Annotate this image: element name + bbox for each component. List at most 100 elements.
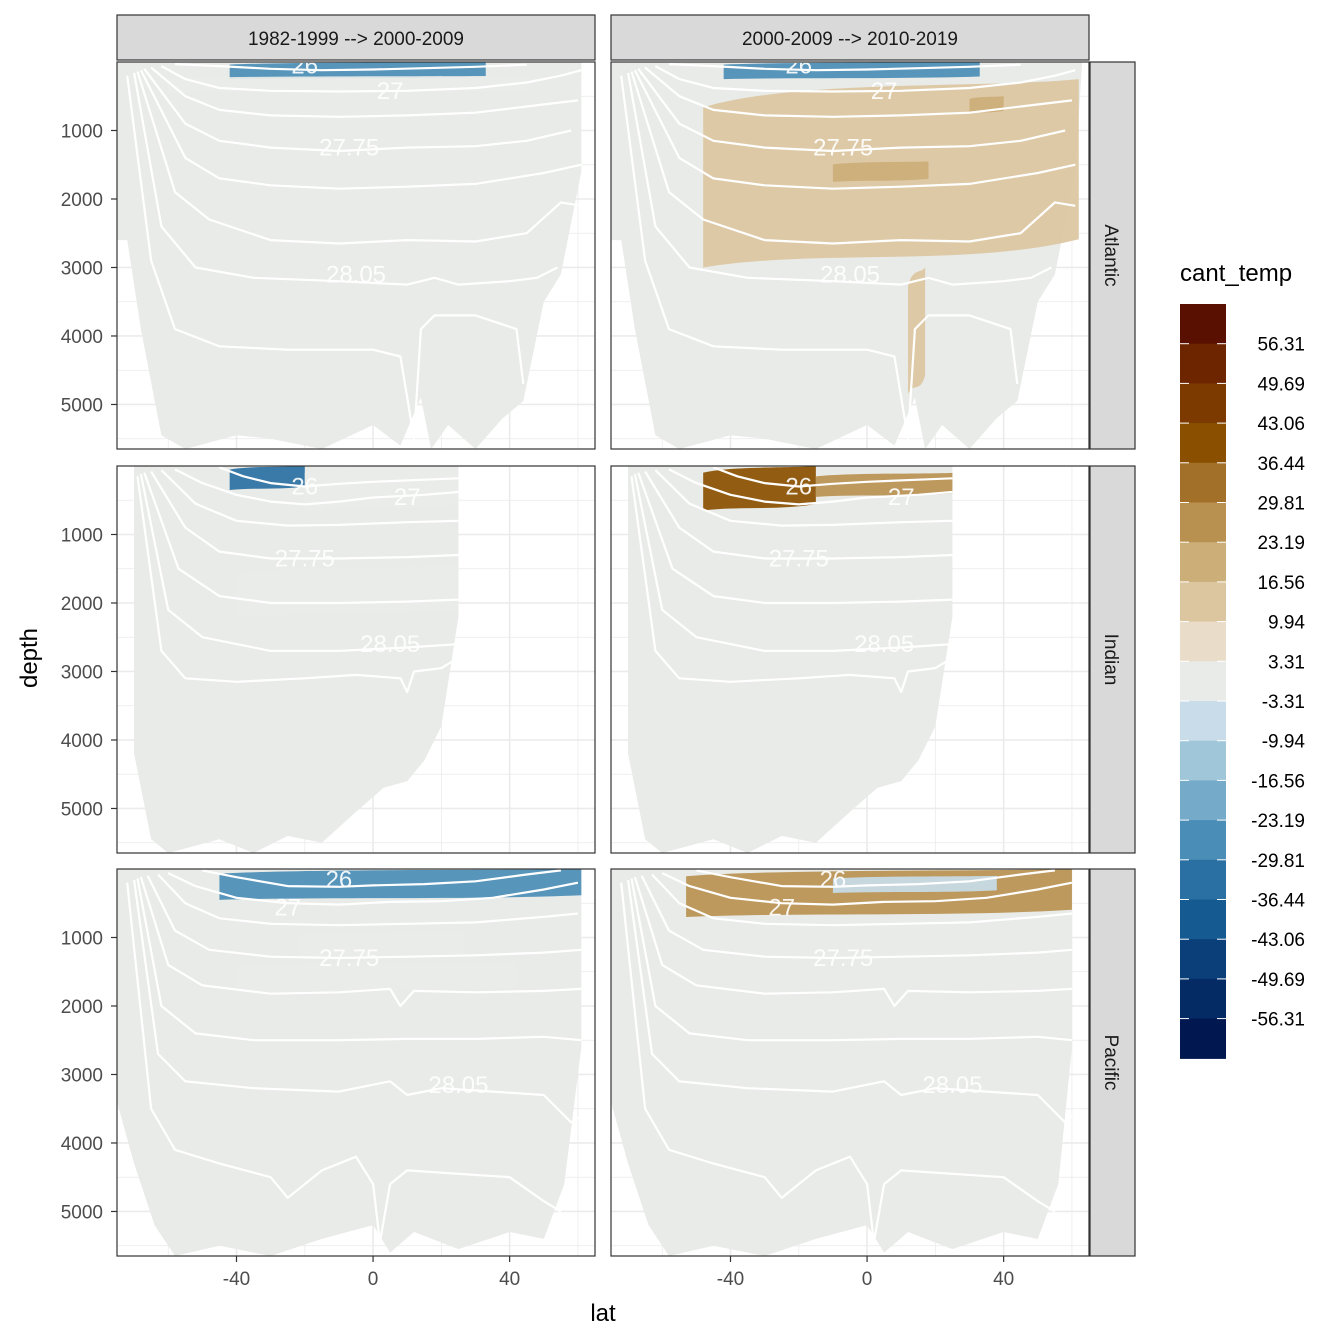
y-tick-label: 5000 <box>61 799 103 820</box>
panel-indian-1: 26 27 27.75 28.05 <box>116 465 596 854</box>
legend-break-label: -23.19 <box>1251 811 1305 832</box>
row-strip-label: Indian <box>1100 634 1121 686</box>
y-tick-label: 2000 <box>61 190 103 211</box>
column-strip-background <box>116 14 596 61</box>
row-strip-label: Pacific <box>1100 1035 1121 1091</box>
legend-break-label: -56.31 <box>1251 1010 1305 1031</box>
isopycnal-line <box>654 65 1076 93</box>
negative-anomaly-region <box>236 565 459 617</box>
row-strip: Indian <box>1089 465 1136 854</box>
isopycnal-line <box>713 466 953 488</box>
y-tick-label: 2000 <box>61 594 103 615</box>
legend-color-swatch <box>1180 780 1226 821</box>
panel-indian-2: 26 27 27.75 28.05 <box>610 465 1090 854</box>
row-strip-background <box>1089 868 1136 1257</box>
y-tick-label: 3000 <box>61 258 103 279</box>
isopycnal-label: 27.75 <box>275 545 335 572</box>
isopycnal-line <box>644 470 953 560</box>
panel-pacific-2: 26 27 27.75 28.05 <box>610 868 1090 1257</box>
column-strip: 2000-2009 --> 2010-2019 <box>610 14 1090 61</box>
legend-color-swatch <box>1180 978 1226 1020</box>
section-content: 26 27 27.75 28.05 <box>611 869 1073 1256</box>
legend-color-swatch <box>1180 423 1226 464</box>
isopycnal-label: 27 <box>888 484 915 511</box>
y-axis-title: depth <box>16 628 43 688</box>
legend-break-label: 3.31 <box>1268 652 1305 673</box>
row-strip-label: Atlantic <box>1100 224 1121 286</box>
axes-layer: 1000200030004000500010002000300040005000… <box>61 121 1014 1290</box>
y-tick-label: 4000 <box>61 731 103 752</box>
legend-break-label: -36.44 <box>1251 891 1305 912</box>
ocean-section-area <box>117 62 582 449</box>
legend-color-swatch <box>1180 939 1226 980</box>
y-tick-label: 2000 <box>61 997 103 1018</box>
y-tick-label: 4000 <box>61 1134 103 1155</box>
legend-color-swatch <box>1180 462 1226 504</box>
legend-color-swatch <box>1180 542 1226 583</box>
isopycnal-line <box>661 872 1073 906</box>
isopycnal-line <box>126 75 525 440</box>
negative-anomaly-region <box>297 930 466 959</box>
isopycnal-label: 26 <box>785 474 812 501</box>
isopycnal-label: 26 <box>291 474 318 501</box>
legend-title: cant_temp <box>1180 260 1292 287</box>
legend-color-swatch <box>1180 502 1226 543</box>
isopycnal-line <box>620 75 1019 440</box>
legend-break-label: 43.06 <box>1257 414 1305 435</box>
legend-color-swatch <box>1180 859 1226 901</box>
isopycnal-line <box>202 869 562 888</box>
legend-color-swatch <box>1180 621 1226 662</box>
panel-border <box>116 868 596 1257</box>
panel-border <box>610 61 1090 450</box>
positive-anomaly-region <box>908 267 926 395</box>
positive-anomaly-region <box>703 466 816 511</box>
y-tick-label: 3000 <box>61 662 103 683</box>
legend-break-label: -29.81 <box>1251 851 1305 872</box>
legend-break-label: 16.56 <box>1257 573 1305 594</box>
x-tick-label: 40 <box>993 1269 1014 1290</box>
legend-color-swatch <box>1180 661 1226 702</box>
section-content: 26 27 27.75 28.05 <box>628 466 953 853</box>
x-tick-label: 0 <box>368 1269 379 1290</box>
panel-border <box>116 465 596 854</box>
row-strip: Pacific <box>1089 868 1136 1257</box>
isopycnal-line <box>157 873 579 927</box>
isopycnal-line <box>139 876 582 1008</box>
legend-break-label: -9.94 <box>1262 732 1306 753</box>
ocean-section-area <box>134 466 459 853</box>
isopycnal-line <box>133 72 558 286</box>
legend-color-swatch <box>1180 740 1226 781</box>
isopycnal-line <box>627 72 1052 286</box>
isopycnal-line <box>627 879 1073 1124</box>
legend-break-label: 29.81 <box>1257 494 1305 515</box>
y-tick-label: 1000 <box>61 928 103 949</box>
isopycnal-label: 27.75 <box>813 945 873 972</box>
negative-anomaly-region <box>168 75 527 93</box>
isopycnal-line <box>630 878 1073 1042</box>
isopycnal-label: 27 <box>394 484 421 511</box>
isopycnal-label: 27.75 <box>319 945 379 972</box>
isopycnal-label: 27.75 <box>319 135 379 162</box>
isopycnal-line <box>143 472 459 605</box>
section-content: 26 27 27.75 28.05 <box>117 869 582 1256</box>
isopycnal-label: 27 <box>274 894 301 921</box>
panel-border <box>116 61 596 450</box>
isopycnal-line <box>668 468 953 506</box>
row-strip-background <box>1089 61 1136 450</box>
legend-color-swatch <box>1180 899 1226 940</box>
panel-pacific-1: 26 27 27.75 28.05 <box>116 868 596 1257</box>
isopycnal-line <box>174 63 527 72</box>
isopycnal-line <box>696 869 1056 888</box>
panel-border <box>610 868 1090 1257</box>
isopycnal-label: 27 <box>871 78 898 105</box>
section-content: 26 27 27.75 28.05 <box>134 466 459 853</box>
legend-color-swatch <box>1180 343 1226 384</box>
y-tick-label: 3000 <box>61 1065 103 1086</box>
isopycnal-line <box>651 873 1073 927</box>
isopycnal-line <box>160 469 459 527</box>
legend-color-swatch <box>1180 304 1226 345</box>
isopycnal-line <box>136 71 582 245</box>
y-tick-label: 5000 <box>61 395 103 416</box>
isopycnal-line <box>150 470 459 560</box>
